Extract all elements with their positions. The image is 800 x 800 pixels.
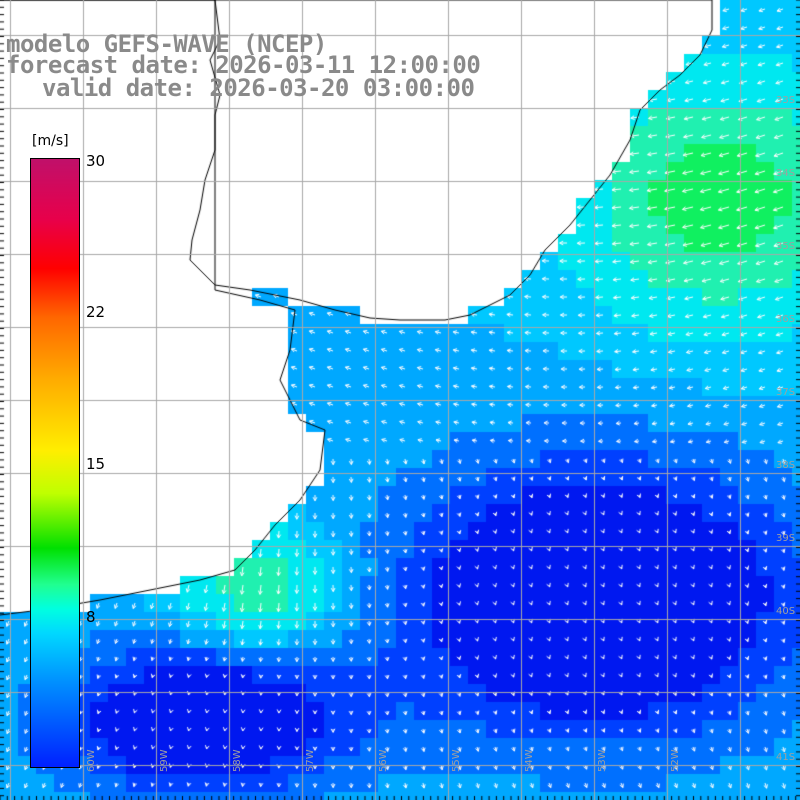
legend-tick-15: 15 — [86, 455, 106, 473]
lat-label-34s: 34S — [776, 168, 796, 179]
lat-label-36s: 36S — [776, 314, 796, 325]
lon-label-53w: 53W — [597, 749, 608, 772]
legend-tick-30: 30 — [86, 152, 106, 170]
legend-unit: [m/s] — [32, 133, 69, 149]
lon-label-54w: 54W — [524, 749, 535, 772]
lat-label-38s: 38S — [776, 460, 796, 471]
lon-label-55w: 55W — [451, 749, 462, 772]
lat-label-37s: 37S — [776, 387, 796, 398]
lon-label-59w: 59W — [159, 749, 170, 772]
lat-label-41s: 41S — [776, 752, 796, 763]
lat-label-39s: 39S — [776, 533, 796, 544]
valid-date: valid date: 2026-03-20 03:00:00 — [42, 74, 475, 102]
lon-label-60w: 60W — [86, 749, 97, 772]
lon-label-58w: 58W — [232, 749, 243, 772]
lat-label-35s: 35S — [776, 241, 796, 252]
lat-label-40s: 40S — [776, 606, 796, 617]
lon-label-56w: 56W — [378, 749, 389, 772]
color-legend-bar — [30, 158, 80, 768]
legend-tick-22: 22 — [86, 303, 106, 321]
lat-label-33s: 33S — [776, 95, 796, 106]
model-title: modelo GEFS-WAVE (NCEP) — [6, 30, 327, 58]
lon-label-52w: 52W — [670, 749, 681, 772]
legend-tick-8: 8 — [86, 608, 96, 626]
lon-label-57w: 57W — [305, 749, 316, 772]
forecast-date: forecast date: 2026-03-11 12:00:00 — [6, 51, 481, 79]
